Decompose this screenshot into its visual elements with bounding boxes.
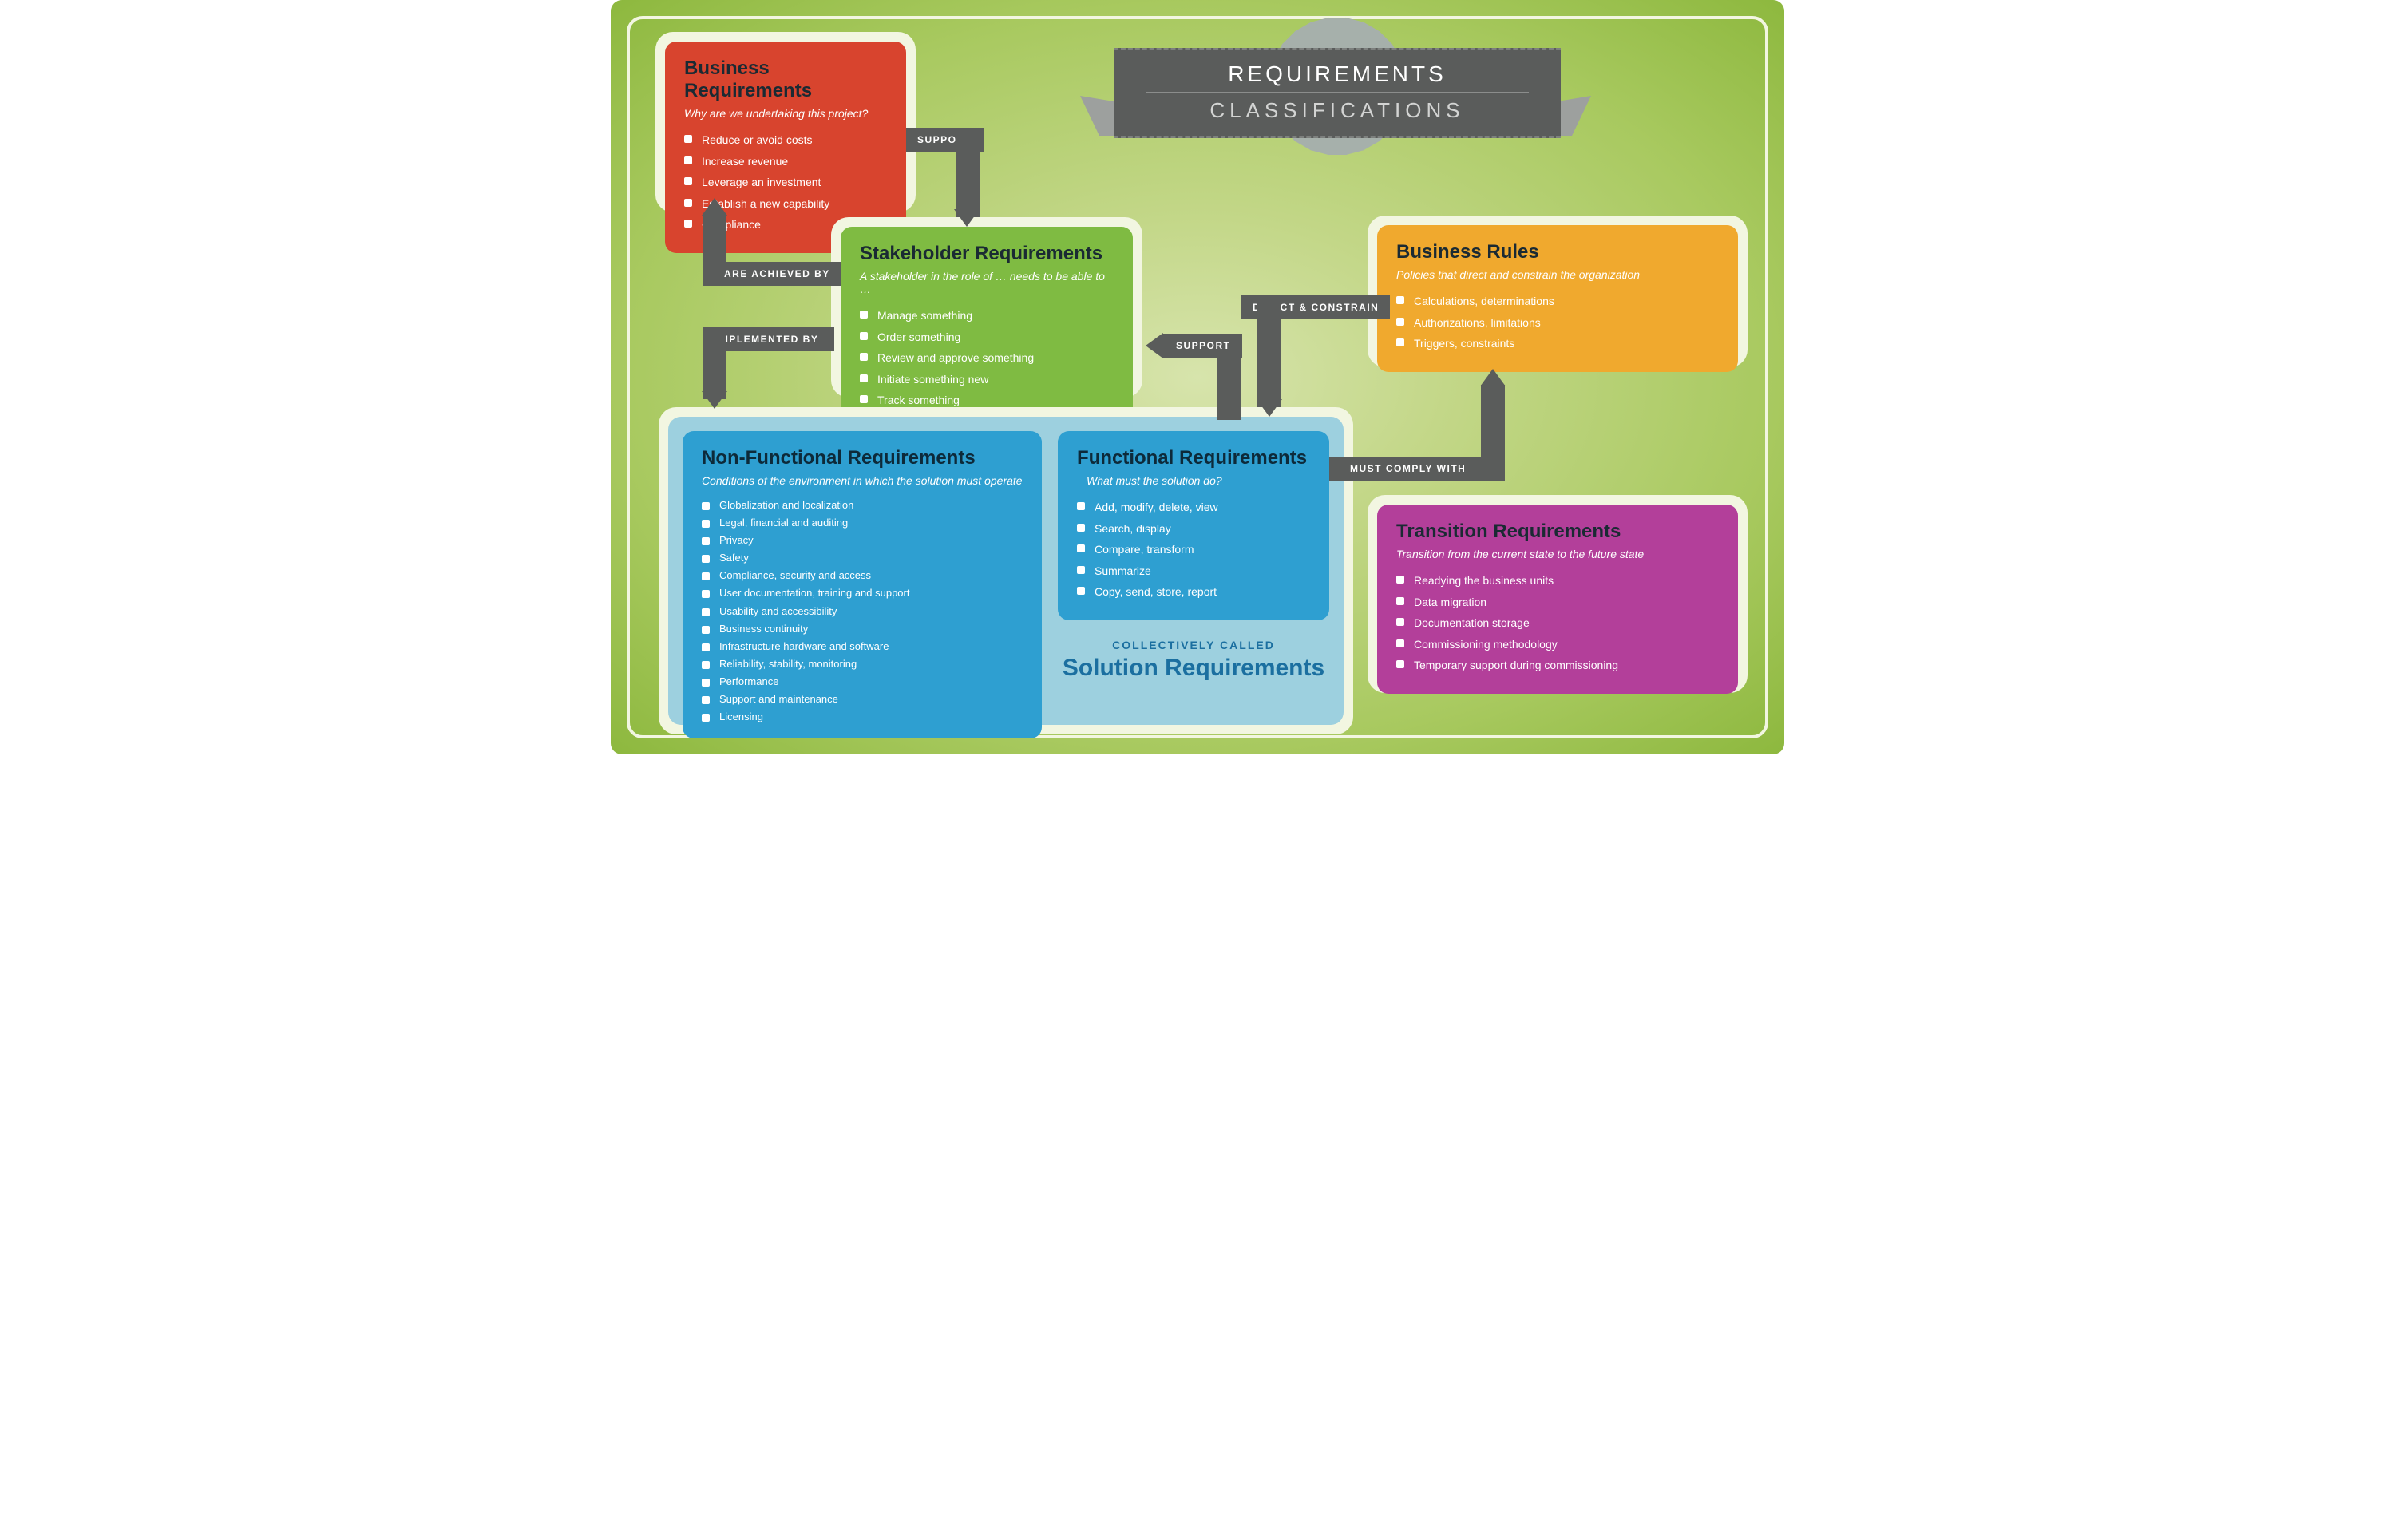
conn-direct-v xyxy=(1257,295,1281,407)
list-item: Business continuity xyxy=(702,620,1023,638)
list-item: Legal, financial and auditing xyxy=(702,514,1023,532)
list-item: Safety xyxy=(702,549,1023,567)
list-item: Usability and accessibility xyxy=(702,603,1023,620)
list-item: Increase revenue xyxy=(684,151,887,172)
stakeholder-items: Manage somethingOrder somethingReview an… xyxy=(860,305,1114,411)
functional-title: Functional Requirements xyxy=(1077,447,1310,469)
list-item: Data migration xyxy=(1396,592,1719,613)
list-item: Readying the business units xyxy=(1396,570,1719,592)
rules-card: Business Rules Policies that direct and … xyxy=(1377,225,1738,372)
list-item: Leverage an investment xyxy=(684,172,887,193)
list-item: Globalization and localization xyxy=(702,497,1023,514)
conn-comply-label: MUST COMPLY WITH xyxy=(1339,457,1477,481)
business-title: Business Requirements xyxy=(684,57,887,102)
list-item: Review and approve something xyxy=(860,347,1114,369)
conn-support1-v xyxy=(956,128,980,217)
conn-support2-label: SUPPORT xyxy=(1165,334,1242,358)
list-item: Infrastructure hardware and software xyxy=(702,638,1023,655)
rules-subtitle: Policies that direct and constrain the o… xyxy=(1396,268,1719,281)
stakeholder-card: Stakeholder Requirements A stakeholder i… xyxy=(841,227,1133,429)
list-item: Commissioning methodology xyxy=(1396,634,1719,655)
title-line2: CLASSIFICATIONS xyxy=(1146,98,1529,123)
nonfunctional-title: Non-Functional Requirements xyxy=(702,447,1023,469)
list-item: Summarize xyxy=(1077,560,1310,582)
functional-subtitle: What must the solution do? xyxy=(1077,474,1310,487)
list-item: Calculations, determinations xyxy=(1396,291,1719,312)
list-item: Add, modify, delete, view xyxy=(1077,497,1310,518)
conn-support1-arrow xyxy=(954,209,980,227)
list-item: Licensing xyxy=(702,708,1023,726)
solution-label-small: COLLECTIVELY CALLED xyxy=(1058,639,1329,651)
list-item: Reliability, stability, monitoring xyxy=(702,655,1023,673)
transition-items: Readying the business unitsData migratio… xyxy=(1396,570,1719,676)
list-item: Support and maintenance xyxy=(702,691,1023,708)
list-item: Compliance, security and access xyxy=(702,567,1023,584)
solution-label-big: Solution Requirements xyxy=(1058,655,1329,682)
list-item: Temporary support during commissioning xyxy=(1396,655,1719,676)
list-item: Order something xyxy=(860,327,1114,348)
conn-achieved-label: ARE ACHIEVED BY xyxy=(713,262,841,286)
list-item: Performance xyxy=(702,673,1023,691)
title-line1: REQUIREMENTS xyxy=(1146,61,1529,93)
stakeholder-title: Stakeholder Requirements xyxy=(860,243,1114,265)
list-item: Copy, send, store, report xyxy=(1077,581,1310,603)
nonfunctional-items: Globalization and localizationLegal, fin… xyxy=(702,497,1023,726)
conn-direct-arrow xyxy=(1257,399,1282,417)
conn-impl-arrow xyxy=(702,391,727,409)
conn-achieved-arrow xyxy=(702,198,727,216)
list-item: Reduce or avoid costs xyxy=(684,129,887,151)
list-item: Search, display xyxy=(1077,518,1310,540)
conn-support2-arrow xyxy=(1146,333,1163,358)
list-item: Triggers, constraints xyxy=(1396,333,1719,354)
transition-subtitle: Transition from the current state to the… xyxy=(1396,548,1719,560)
functional-card: Functional Requirements What must the so… xyxy=(1058,431,1329,620)
list-item: Authorizations, limitations xyxy=(1396,312,1719,334)
conn-comply-arrow xyxy=(1480,369,1506,386)
nonfunctional-subtitle: Conditions of the environment in which t… xyxy=(702,474,1023,487)
rules-title: Business Rules xyxy=(1396,241,1719,263)
list-item: User documentation, training and support xyxy=(702,584,1023,602)
stakeholder-subtitle: A stakeholder in the role of … needs to … xyxy=(860,270,1114,295)
conn-comply-v xyxy=(1481,385,1505,481)
title-banner-body: REQUIREMENTS CLASSIFICATIONS xyxy=(1114,48,1561,138)
business-subtitle: Why are we undertaking this project? xyxy=(684,107,887,120)
nonfunctional-card: Non-Functional Requirements Conditions o… xyxy=(683,431,1042,738)
functional-items: Add, modify, delete, viewSearch, display… xyxy=(1077,497,1310,603)
list-item: Manage something xyxy=(860,305,1114,327)
list-item: Documentation storage xyxy=(1396,612,1719,634)
conn-impl-v xyxy=(703,327,726,399)
list-item: Initiate something new xyxy=(860,369,1114,390)
infographic-canvas: REQUIREMENTS CLASSIFICATIONS Business Re… xyxy=(611,0,1784,754)
list-item: Privacy xyxy=(702,532,1023,549)
rules-items: Calculations, determinationsAuthorizatio… xyxy=(1396,291,1719,354)
transition-title: Transition Requirements xyxy=(1396,521,1719,543)
list-item: Compare, transform xyxy=(1077,539,1310,560)
transition-card: Transition Requirements Transition from … xyxy=(1377,505,1738,694)
